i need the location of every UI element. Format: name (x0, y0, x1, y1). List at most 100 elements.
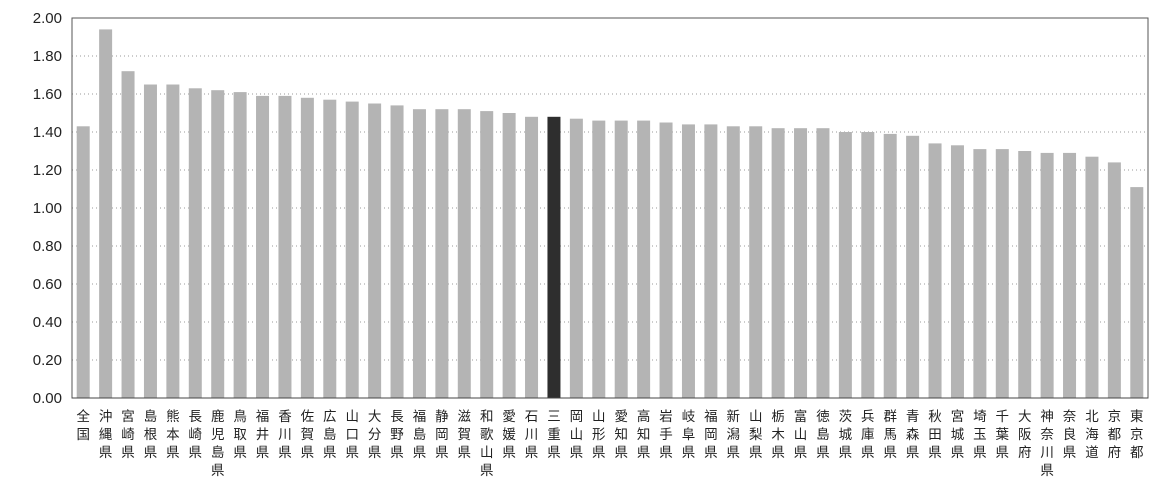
bar (637, 120, 651, 398)
x-tick-label: 石川県 (525, 409, 539, 461)
bar (390, 105, 404, 399)
bar (121, 71, 135, 398)
x-tick-label: 長野県 (390, 409, 404, 461)
bar (1040, 152, 1054, 398)
x-tick-label: 和歌山県 (480, 409, 494, 479)
x-tick-label: 北海道 (1085, 409, 1099, 461)
bar (1107, 162, 1121, 398)
x-tick-label: 福島県 (413, 409, 427, 461)
y-tick-label: 0.20 (33, 352, 62, 369)
y-tick-label: 1.00 (33, 200, 62, 217)
x-tick-label: 山形県 (592, 409, 606, 461)
y-tick-label: 1.60 (33, 86, 62, 103)
x-tick-label: 島根県 (144, 409, 158, 461)
bar (1085, 156, 1099, 398)
x-tick-label: 高知県 (637, 408, 651, 461)
x-tick-label: 長崎県 (189, 409, 203, 461)
x-tick-label: 広島県 (323, 409, 337, 461)
x-tick-label: 徳島県 (816, 409, 830, 461)
bar (704, 124, 718, 399)
plot-frame (71, 17, 1149, 399)
bar (726, 126, 740, 399)
x-tick-label: 神奈川県 (1040, 409, 1054, 479)
x-tick-label: 山梨県 (749, 409, 763, 461)
x-tick-label: 沖縄県 (99, 409, 113, 461)
y-axis-ticks: 0.00 0.20 0.40 0.60 0.80 1.00 1.20 1.40 1.60 1.80… (33, 10, 62, 407)
bar (995, 149, 1009, 398)
x-tick-label: 岡山県 (570, 409, 584, 461)
x-tick-label: 埼玉県 (973, 409, 987, 461)
x-tick-label: 佐賀県 (301, 409, 315, 461)
bar (1018, 151, 1032, 398)
bar (368, 103, 382, 398)
bar (973, 149, 987, 398)
x-tick-label: 栃木県 (771, 409, 785, 461)
x-axis-labels: 全国沖縄県宮崎県島根県熊本県長崎県鹿児島県鳥取県福井県香川県佐賀県広島県山口県大… (76, 408, 1143, 479)
x-tick-label: 富山県 (794, 408, 808, 461)
bar (794, 128, 808, 398)
x-tick-label: 新潟県 (727, 409, 741, 461)
bar (278, 95, 292, 399)
x-tick-label: 福井県 (256, 409, 270, 461)
x-tick-label: 京都府 (1108, 409, 1122, 461)
x-tick-label: 千葉県 (996, 409, 1010, 461)
bar (816, 128, 830, 398)
bar (883, 133, 897, 398)
bar (950, 145, 964, 398)
x-tick-label: 岩手県 (659, 409, 673, 461)
y-tick-label: 0.40 (33, 314, 62, 331)
bar (457, 109, 471, 398)
x-tick-label: 大阪府 (1018, 409, 1032, 461)
bar (861, 132, 875, 398)
bar (906, 135, 920, 399)
bar (323, 99, 337, 398)
x-tick-label: 秋田県 (928, 409, 942, 461)
bar (345, 101, 359, 398)
bar (480, 111, 494, 398)
gridlines (72, 55, 1148, 361)
x-tick-label: 鹿児島県 (211, 408, 225, 479)
bar (928, 143, 942, 398)
bar (1063, 152, 1077, 398)
bar (99, 29, 113, 399)
x-tick-label: 愛媛県 (502, 409, 516, 461)
x-tick-label: 静岡県 (435, 409, 449, 461)
x-tick-label: 山口県 (345, 409, 359, 461)
bar (188, 88, 202, 399)
x-tick-label: 宮崎県 (121, 409, 135, 461)
x-tick-label: 大分県 (368, 409, 382, 461)
x-tick-label: 鳥取県 (233, 409, 247, 461)
y-tick-label: 1.40 (33, 124, 62, 141)
y-tick-label: 0.00 (33, 390, 62, 407)
bar (547, 116, 561, 399)
bar (76, 126, 90, 399)
axes (71, 17, 1149, 399)
x-tick-label: 香川県 (278, 409, 292, 461)
x-tick-label: 群馬県 (883, 409, 897, 461)
bar (749, 126, 763, 399)
x-tick-label: 滋賀県 (458, 409, 472, 461)
x-tick-label: 東京都 (1130, 409, 1144, 461)
x-tick-label: 兵庫県 (861, 409, 875, 461)
x-tick-label: 茨城県 (839, 409, 853, 461)
bar (614, 120, 628, 398)
y-tick-label: 2.00 (33, 10, 62, 27)
x-tick-label: 岐阜県 (682, 409, 696, 461)
x-tick-label: 宮城県 (951, 409, 965, 461)
bar (1130, 187, 1144, 398)
bar (569, 118, 583, 398)
x-tick-label: 三重県 (547, 409, 561, 461)
x-tick-label: 奈良県 (1063, 409, 1077, 461)
bar (525, 116, 539, 399)
y-tick-label: 0.60 (33, 276, 62, 293)
bar (412, 109, 426, 398)
bar (211, 90, 225, 398)
y-tick-label: 1.20 (33, 162, 62, 179)
bar (233, 92, 247, 398)
x-tick-label: 熊本県 (166, 409, 180, 461)
bar (838, 132, 852, 398)
x-tick-label: 青森県 (906, 409, 920, 461)
bar (771, 128, 785, 398)
bar (300, 97, 314, 399)
